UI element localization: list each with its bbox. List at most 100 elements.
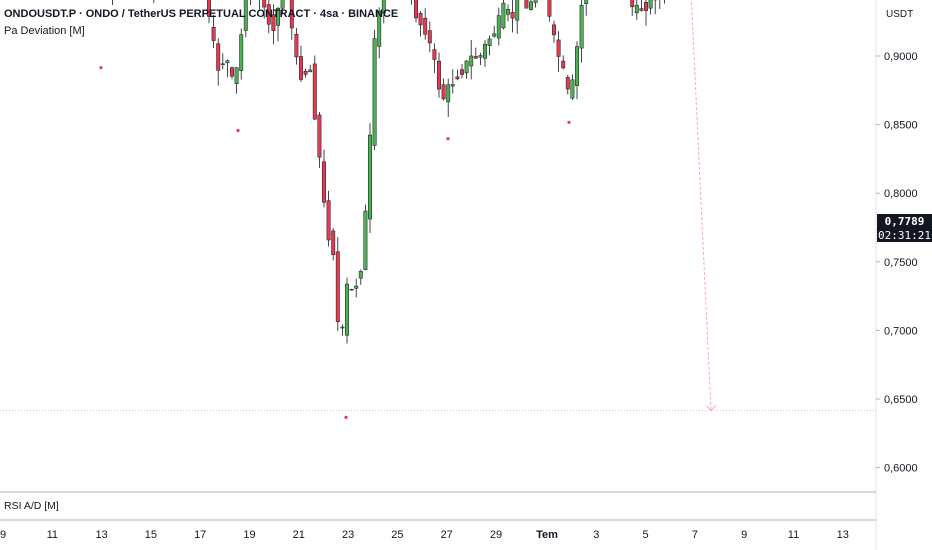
- time-tick-10: 29: [490, 529, 502, 541]
- candle-body-139: [639, 8, 644, 11]
- candle-body-73: [335, 251, 340, 322]
- candle-body-99: [455, 76, 460, 80]
- candle-body-124: [570, 79, 575, 99]
- candle-body-69: [317, 114, 322, 158]
- candle-body-140: [644, 1, 648, 11]
- candle-body-97: [446, 84, 451, 103]
- time-tick-9: 27: [441, 529, 453, 541]
- candle-body-68: [312, 63, 317, 120]
- candle-body-52: [239, 34, 244, 71]
- swing-marker-8: [567, 120, 571, 124]
- candle-body-80: [368, 134, 372, 220]
- price-tick-5: 0,6500: [884, 394, 918, 406]
- time-tick-12: 3: [593, 529, 599, 541]
- time-tick-5: 19: [243, 529, 255, 541]
- rsi-pane-label: RSI A/D [M]: [4, 500, 59, 512]
- candle-body-103: [473, 56, 478, 59]
- time-tick-4: 17: [194, 529, 206, 541]
- candle-body-61: [280, 0, 285, 9]
- candle-body-111: [510, 12, 515, 19]
- candle-body-107: [492, 33, 497, 37]
- candle-body-141: [648, 0, 653, 9]
- candle-body-90: [414, 0, 418, 19]
- price-tick-3: 0,7500: [884, 257, 918, 269]
- time-tick-15: 9: [741, 529, 747, 541]
- candle-body-63: [289, 0, 294, 29]
- candle-body-108: [496, 15, 501, 39]
- candle-body-137: [630, 0, 635, 8]
- swing-marker-2: [236, 128, 240, 133]
- price-tick-6: 0,6000: [884, 463, 918, 475]
- candle-body-116: [533, 0, 538, 3]
- candle-body-121: [556, 39, 561, 57]
- candle-body-64: [294, 33, 299, 58]
- candle-body-77: [354, 285, 359, 289]
- candle-body-74: [340, 326, 345, 329]
- projection-arrow-line: [690, 0, 712, 411]
- candle-body-127: [584, 0, 589, 4]
- candle-body-106: [487, 38, 492, 46]
- price-tick-0: 0,9000: [884, 51, 918, 63]
- candle-body-82: [377, 10, 382, 47]
- candle-body-110: [506, 9, 510, 15]
- candle-body-59: [271, 14, 276, 31]
- price-tick-1: 0,8500: [884, 120, 918, 132]
- candle-body-94: [432, 49, 437, 60]
- candle-body-92: [423, 17, 428, 35]
- candle-body-95: [437, 60, 441, 90]
- candle-body-47: [216, 43, 221, 71]
- time-tick-2: 13: [95, 529, 107, 541]
- candle-body-101: [464, 60, 469, 74]
- overlays: [99, 0, 717, 419]
- last-price-tag: 0,7789: [877, 214, 932, 228]
- candle-body-125: [575, 46, 579, 86]
- candle-body-70: [322, 161, 326, 203]
- candle-body-49: [225, 60, 230, 64]
- candle-body-138: [634, 4, 639, 14]
- candle-body-48: [220, 63, 225, 66]
- candle-body-123: [565, 77, 570, 90]
- candle-body-50: [230, 67, 234, 77]
- candle-body-126: [579, 4, 584, 49]
- swing-marker-4: [344, 415, 348, 419]
- candle-body-71: [326, 200, 331, 241]
- candle-body-112: [515, 0, 520, 21]
- candle-body-53: [243, 0, 248, 31]
- candle-body-51: [234, 67, 239, 84]
- candle-body-109: [501, 2, 506, 29]
- price-unit[interactable]: USDT: [886, 9, 914, 20]
- candle-body-65: [299, 56, 303, 80]
- candle-body-102: [469, 55, 474, 67]
- price-tick-4: 0,7000: [884, 325, 918, 337]
- axes: 0,9000 0,8500 0,8000 0,7500 0,7000 0,6500 0,60…: [0, 51, 918, 541]
- candle-body-58: [266, 4, 271, 25]
- candle-body-45: [207, 0, 211, 17]
- candle-body-46: [211, 27, 216, 41]
- candle-body-119: [547, 0, 552, 17]
- candle-body-67: [308, 69, 313, 73]
- price-tick-2: 0,8000: [884, 188, 918, 200]
- time-tick-13: 5: [643, 529, 649, 541]
- swing-marker-6: [446, 137, 450, 141]
- time-tick-7: 23: [342, 529, 354, 541]
- candle-body-79: [363, 210, 368, 270]
- candles: [112, 0, 665, 344]
- swing-marker-0: [99, 66, 103, 70]
- candle-body-72: [331, 230, 336, 256]
- candle-body-81: [372, 38, 377, 146]
- candle-body-60: [276, 7, 280, 26]
- candle-body-98: [450, 84, 455, 87]
- candle-body-75: [345, 283, 349, 336]
- candle-body-122: [561, 60, 566, 69]
- candle-body-104: [478, 55, 483, 58]
- time-tick-3: 15: [145, 529, 157, 541]
- candle-body-105: [483, 43, 487, 59]
- candle-body-66: [303, 71, 308, 75]
- indicator-label: Pa Deviation [M]: [4, 25, 85, 37]
- countdown-tag: 02:31:21: [877, 228, 932, 242]
- candle-body-115: [529, 1, 533, 10]
- candle-body-83: [381, 0, 386, 14]
- candle-body-114: [524, 0, 529, 9]
- time-tick-14: 7: [692, 529, 698, 541]
